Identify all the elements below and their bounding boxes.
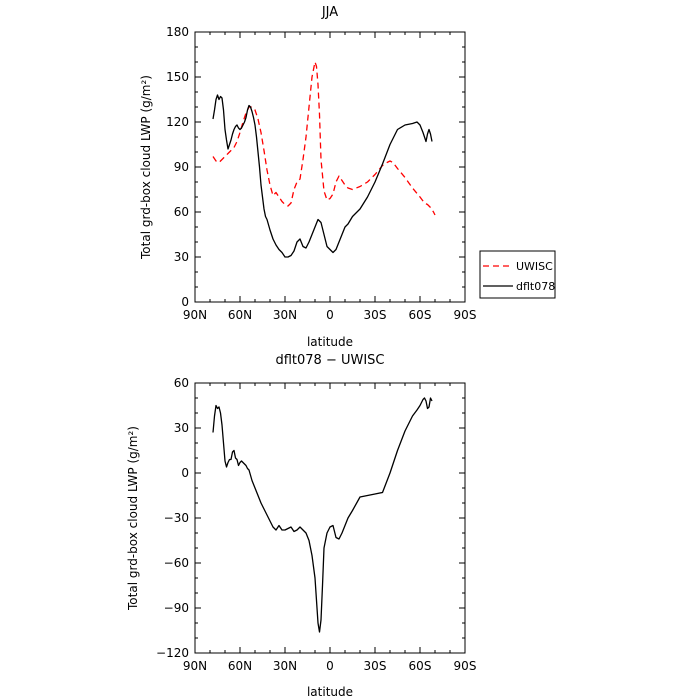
legend: UWISC dflt078: [479, 250, 556, 299]
bottom-plot-frame: [194, 382, 466, 654]
bottom-y-tick-label: 60: [174, 376, 189, 390]
bottom-x-tick-label: 30N: [273, 659, 297, 673]
bottom-y-axis-label: Total grd-box cloud LWP (g/m²): [126, 426, 140, 611]
top-x-tick-label: 30S: [364, 308, 387, 322]
top-x-tick-label: 90S: [454, 308, 477, 322]
top-chart-title: JJA: [321, 5, 338, 20]
top-y-tick-label: 90: [174, 160, 189, 174]
top-x-tick-label: 30N: [273, 308, 297, 322]
bottom-x-axis-label: latitude: [307, 685, 353, 699]
top-x-tick-label: 60N: [228, 308, 252, 322]
top-y-tick-label: 120: [166, 115, 189, 129]
top-x-axis-label: latitude: [307, 335, 353, 349]
top-y-tick-label: 0: [181, 295, 189, 309]
bottom-x-tick-label: 90S: [454, 659, 477, 673]
legend-label-uwisc: UWISC: [516, 260, 553, 273]
top-x-tick-label: 60S: [409, 308, 432, 322]
bottom-series-line-difference: [212, 397, 433, 633]
bottom-chart-panel: dflt078 − UWISC 90N 60N 30N 0 30S 60S 90S −120 −…: [126, 353, 476, 699]
top-plot-frame: [194, 31, 466, 303]
bottom-y-tick-label: 0: [181, 466, 189, 480]
bottom-y-tick-label: −60: [164, 556, 189, 570]
bottom-y-tick-label: −120: [156, 646, 189, 660]
bottom-x-tick-label: 90N: [183, 659, 207, 673]
legend-label-dflt078: dflt078: [516, 280, 555, 293]
bottom-y-tick-label: 30: [174, 421, 189, 435]
bottom-y-tick-label: −90: [164, 601, 189, 615]
bottom-chart-title: dflt078 − UWISC: [275, 353, 384, 368]
top-y-tick-label: 60: [174, 205, 189, 219]
bottom-x-tick-label: 60N: [228, 659, 252, 673]
bottom-y-tick-label: −30: [164, 511, 189, 525]
top-y-tick-label: 30: [174, 250, 189, 264]
top-series-line-dflt078: [212, 94, 433, 258]
legend-box: [479, 250, 556, 299]
top-chart-panel: JJA 90N 60N 30N 0 30S 60S 90S0306090120150180 …: [139, 5, 556, 349]
bottom-x-tick-label: 0: [326, 659, 334, 673]
top-y-tick-label: 180: [166, 25, 189, 39]
top-x-tick-label: 0: [326, 308, 334, 322]
top-y-axis-label: Total grd-box cloud LWP (g/m²): [139, 75, 153, 260]
top-x-tick-label: 90N: [183, 308, 207, 322]
bottom-x-tick-label: 60S: [409, 659, 432, 673]
top-series-line-uwisc: [212, 61, 436, 216]
bottom-x-tick-label: 30S: [364, 659, 387, 673]
top-y-tick-label: 150: [166, 70, 189, 84]
